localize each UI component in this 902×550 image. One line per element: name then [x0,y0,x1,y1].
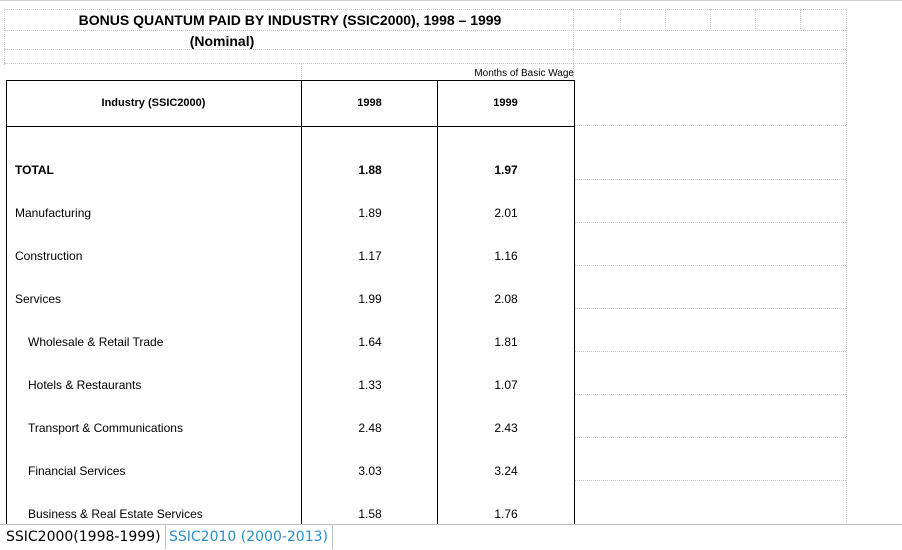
value-cell-1999[interactable]: 1.81 [494,335,518,349]
column-divider [437,80,438,525]
value-cell-1999[interactable]: 1.97 [494,163,518,177]
tab-ssic2000[interactable]: SSIC2000(1998-1999) [2,525,166,549]
industry-cell[interactable]: Transport & Communications [28,421,183,435]
grid-line [4,49,846,50]
value-cell-1998[interactable]: 1.64 [358,335,382,349]
grid-line [574,351,846,352]
table-subtitle: (Nominal) [189,33,255,49]
value-cell-1999[interactable]: 3.24 [494,464,518,478]
column-header-industry[interactable]: Industry (SSIC2000) [101,97,206,109]
value-cell-1998[interactable]: 1.89 [358,206,382,220]
industry-cell[interactable]: Business & Real Estate Services [28,507,203,521]
grid-line [574,125,846,126]
tab-ssic2010[interactable]: SSIC2010 (2000-2013) [165,525,333,549]
industry-cell[interactable]: Wholesale & Retail Trade [28,335,164,349]
table-row[interactable]: Wholesale & Retail Trade 1.64 1.81 [6,335,574,355]
industry-cell[interactable]: TOTAL [15,163,54,177]
grid-line [4,30,846,31]
table-row[interactable]: Manufacturing 1.89 2.01 [6,206,574,226]
data-table [6,80,575,525]
grid-line [573,9,574,81]
grid-line [574,308,846,309]
table-row[interactable]: TOTAL 1.88 1.97 [6,163,574,183]
grid-line [4,9,5,65]
industry-cell[interactable]: Financial Services [28,464,126,478]
value-cell-1998[interactable]: 1.99 [358,292,382,306]
grid-line [574,394,846,395]
grid-line [301,63,302,81]
column-header-1999[interactable]: 1999 [493,97,518,109]
value-cell-1998[interactable]: 1.33 [358,378,382,392]
value-cell-1999[interactable]: 2.08 [494,292,518,306]
column-divider [301,80,302,525]
grid-line [665,9,666,29]
grid-line [755,9,756,29]
value-cell-1999[interactable]: 2.01 [494,206,518,220]
table-row[interactable]: Financial Services 3.03 3.24 [6,464,574,484]
industry-cell[interactable]: Hotels & Restaurants [28,378,142,392]
value-cell-1998[interactable]: 1.88 [358,163,382,177]
table-row[interactable]: Transport & Communications 2.48 2.43 [6,421,574,441]
table-row[interactable]: Hotels & Restaurants 1.33 1.07 [6,378,574,398]
industry-cell[interactable]: Services [15,292,62,306]
table-row[interactable]: Services 1.99 2.08 [6,292,574,312]
grid-line [846,9,847,525]
header-divider [6,126,574,127]
value-cell-1998[interactable]: 1.17 [358,249,382,263]
value-cell-1998[interactable]: 1.58 [358,507,382,521]
grid-line [800,9,801,29]
value-cell-1999[interactable]: 1.16 [494,249,518,263]
unit-label: Months of Basic Wage [474,68,574,79]
value-cell-1999[interactable]: 2.43 [494,421,518,435]
grid-line [574,179,846,180]
sheet-tab-bar: SSIC2000(1998-1999) SSIC2010 (2000-2013) [0,524,902,550]
value-cell-1999[interactable]: 1.76 [494,507,518,521]
table-row[interactable]: Business & Real Estate Services 1.58 1.76 [6,507,574,525]
grid-line [620,9,621,29]
grid-line [574,437,846,438]
grid-line [574,265,846,266]
table-row[interactable]: Construction 1.17 1.16 [6,249,574,269]
industry-cell[interactable]: Manufacturing [15,206,92,220]
value-cell-1998[interactable]: 2.48 [358,421,382,435]
spreadsheet-area[interactable]: BONUS QUANTUM PAID BY INDUSTRY (SSIC2000… [0,0,902,525]
industry-cell[interactable]: Construction [15,249,83,263]
table-title: BONUS QUANTUM PAID BY INDUSTRY (SSIC2000… [78,12,502,28]
grid-line [574,222,846,223]
grid-line [4,63,846,64]
grid-line [574,480,846,481]
value-cell-1999[interactable]: 1.07 [494,378,518,392]
value-cell-1998[interactable]: 3.03 [358,464,382,478]
grid-line [710,9,711,29]
grid-line [4,9,846,10]
column-header-1998[interactable]: 1998 [357,97,382,109]
